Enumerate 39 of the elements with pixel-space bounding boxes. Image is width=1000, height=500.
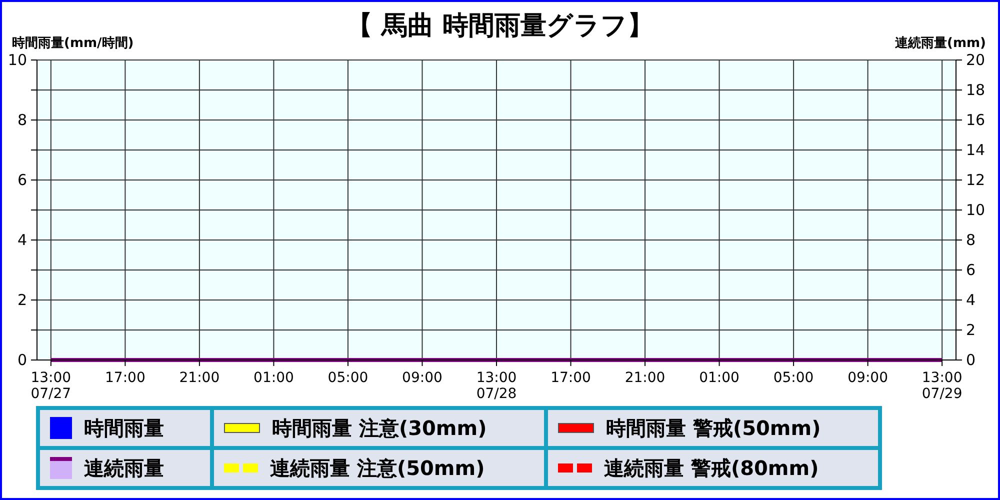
- y2-tick-label: 14: [966, 141, 986, 159]
- x-tick-label: 01:00: [254, 370, 294, 386]
- x-tick-label: 21:00: [179, 370, 220, 386]
- legend-label: 連続雨量: [84, 454, 164, 482]
- legend-label: 時間雨量: [84, 414, 164, 442]
- y2-tick-label: 0: [966, 351, 976, 369]
- x-tick-label: 05:00: [328, 370, 368, 386]
- legend-label: 時間雨量 警戒(50mm): [606, 414, 821, 442]
- y2-tick-label: 6: [966, 261, 976, 279]
- x-tick-label: 17:00: [105, 370, 146, 386]
- y-tick-label: 4: [17, 231, 27, 249]
- x-tick-label: 13:00 07/28: [476, 370, 517, 402]
- y2-tick-label: 18: [966, 81, 986, 99]
- y-axis-title: 時間雨量(mm/時間): [12, 35, 134, 52]
- chart-title: 【 馬曲 時間雨量グラフ】: [346, 11, 654, 41]
- x-tick-label: 09:00: [402, 370, 442, 386]
- x-tick-label: 01:00: [699, 370, 740, 386]
- x-tick-label: 17:00: [550, 370, 591, 386]
- y-tick-label: 0: [17, 351, 27, 369]
- y2-tick-label: 16: [966, 111, 986, 129]
- legend-label: 連続雨量 注意(50mm): [270, 454, 485, 482]
- y-tick-label: 10: [8, 51, 27, 69]
- y2-tick-label: 10: [966, 201, 986, 219]
- y-tick-label: 8: [17, 111, 27, 129]
- x-tick-label: 21:00: [624, 370, 666, 386]
- y2-tick-label: 8: [966, 231, 976, 249]
- y2-axis-title: 連続雨量(mm): [895, 35, 986, 52]
- y2-tick-label: 20: [966, 51, 986, 69]
- y2-tick-label: 12: [966, 171, 986, 189]
- legend-label: 連続雨量 警戒(80mm): [604, 454, 819, 482]
- y2-tick-label: 2: [966, 321, 976, 339]
- y-tick-label: 6: [17, 171, 27, 189]
- y-tick-label: 2: [17, 291, 27, 309]
- legend-label: 時間雨量 注意(30mm): [272, 414, 487, 442]
- x-tick-label: 13:00 07/27: [30, 370, 72, 402]
- x-tick-label: 05:00: [773, 370, 814, 386]
- x-tick-label: 09:00: [848, 370, 888, 386]
- x-tick-label: 13:00 07/29: [922, 370, 962, 402]
- y2-tick-label: 4: [966, 291, 976, 309]
